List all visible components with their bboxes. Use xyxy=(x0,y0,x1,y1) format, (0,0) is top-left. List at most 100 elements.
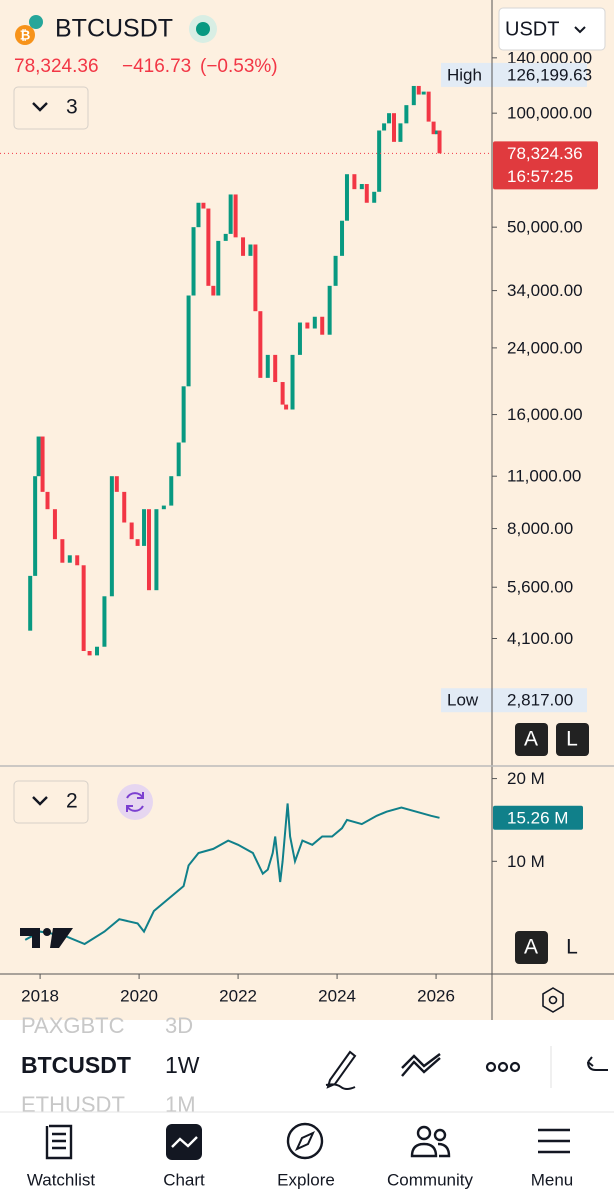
toggle-box xyxy=(13,780,89,824)
menu-icon[interactable] xyxy=(538,1128,570,1154)
candle xyxy=(340,220,345,256)
candle xyxy=(52,509,57,540)
btc-icon-glyph: ₿ xyxy=(20,27,31,42)
interval-current[interactable]: 1W xyxy=(165,1052,200,1078)
candle xyxy=(216,240,221,296)
candle xyxy=(352,174,357,190)
candle xyxy=(135,539,140,546)
nav-label[interactable]: Watchlist xyxy=(27,1170,96,1189)
auto-scale-label: A xyxy=(524,728,538,751)
explore-needle xyxy=(294,1130,316,1152)
nav-label[interactable]: Chart xyxy=(163,1170,205,1189)
header-price: 78,324.36 xyxy=(14,56,99,77)
nav-label[interactable]: Explore xyxy=(277,1170,335,1189)
candle xyxy=(359,184,364,190)
nav-label[interactable]: Menu xyxy=(531,1170,574,1189)
candle xyxy=(411,85,416,106)
sync-button[interactable] xyxy=(117,784,153,820)
chevron xyxy=(574,26,586,34)
candle xyxy=(333,255,338,286)
y-tick-label: 100,000.00 xyxy=(507,104,592,123)
last-value: 15.26 M xyxy=(507,808,568,827)
candle xyxy=(258,311,263,378)
draw-icon[interactable] xyxy=(325,1050,357,1090)
candle xyxy=(435,130,440,135)
symbol-current[interactable]: BTCUSDT xyxy=(21,1052,131,1078)
candle xyxy=(201,202,206,209)
candle xyxy=(344,174,349,221)
nav-bar xyxy=(0,1112,614,1200)
x-tick-label: 2018 xyxy=(21,986,59,1005)
candle xyxy=(223,233,228,241)
candle xyxy=(28,575,33,631)
last-price-tag xyxy=(493,141,598,190)
auto-scale-label: A xyxy=(524,936,538,959)
nav-label[interactable]: Community xyxy=(387,1170,473,1189)
candle xyxy=(191,227,196,296)
last-price: 78,324.36 xyxy=(507,144,583,163)
settings-icon[interactable] xyxy=(542,987,564,1013)
btc-icon xyxy=(15,25,35,45)
candle xyxy=(431,121,436,135)
candle xyxy=(391,113,396,142)
candle xyxy=(67,555,72,563)
candle xyxy=(253,244,258,312)
y-tick-label: 5,600.00 xyxy=(507,578,573,597)
y-tick-label: 8,000.00 xyxy=(507,519,573,538)
chart-icon-line xyxy=(171,1136,198,1148)
candle xyxy=(265,354,270,378)
currency-select[interactable] xyxy=(498,7,606,51)
x-tick-label: 2020 xyxy=(120,986,158,1005)
low-value: 2,817.00 xyxy=(507,691,573,710)
indicator-count: 3 xyxy=(66,96,78,119)
candle xyxy=(284,404,289,410)
sync-icon xyxy=(126,792,144,812)
exchange-icon xyxy=(29,15,43,29)
last-value-tag xyxy=(493,805,583,830)
y-tick-label: 16,000.00 xyxy=(507,405,583,424)
indicators-toggle[interactable]: 3 xyxy=(13,86,89,130)
candle xyxy=(377,130,382,192)
candle xyxy=(305,322,310,329)
low-label: Low xyxy=(447,691,479,710)
high-value: 126,199.63 xyxy=(507,65,592,84)
high-label: High xyxy=(447,65,482,84)
interval-list-item[interactable]: 3D xyxy=(165,1013,193,1038)
indicators-toggle-sub[interactable]: 2 xyxy=(13,780,89,824)
plot: 140,000.00100,000.0050,000.0034,000.0024… xyxy=(0,48,598,1005)
candle xyxy=(211,285,216,296)
auto-scale-button[interactable] xyxy=(515,723,548,756)
more-icon[interactable] xyxy=(485,1061,521,1073)
candle xyxy=(398,123,403,142)
undo-icon[interactable] xyxy=(587,1056,608,1071)
candle xyxy=(40,436,45,492)
candle xyxy=(95,646,100,656)
chevron xyxy=(32,102,48,112)
candle xyxy=(154,509,159,591)
candle xyxy=(290,354,295,410)
high-tag xyxy=(441,62,587,87)
log-scale-button[interactable] xyxy=(556,723,589,756)
community-icon[interactable] xyxy=(410,1125,451,1158)
explore-icon[interactable] xyxy=(286,1122,324,1160)
candle xyxy=(60,539,65,563)
auto-scale-button[interactable] xyxy=(515,931,548,964)
log-scale-label[interactable]: L xyxy=(566,936,578,959)
candle xyxy=(169,476,174,506)
candle xyxy=(196,202,201,228)
candle xyxy=(241,237,246,256)
candle xyxy=(109,476,114,597)
header-change-pct: (−0.53%) xyxy=(200,56,278,77)
y-tick-label: 11,000.00 xyxy=(507,467,581,486)
indicators-icon[interactable] xyxy=(401,1053,441,1077)
candle xyxy=(437,130,442,154)
y-tick-label: 140,000.00 xyxy=(507,48,592,67)
candle xyxy=(382,123,387,131)
x-tick-label: 2026 xyxy=(417,986,455,1005)
candle xyxy=(176,442,181,477)
watchlist-icon[interactable] xyxy=(45,1124,73,1160)
candle xyxy=(228,194,233,234)
symbol[interactable]: BTCUSDT xyxy=(55,15,173,43)
symbol-list-item[interactable]: PAXGBTC xyxy=(21,1013,125,1038)
